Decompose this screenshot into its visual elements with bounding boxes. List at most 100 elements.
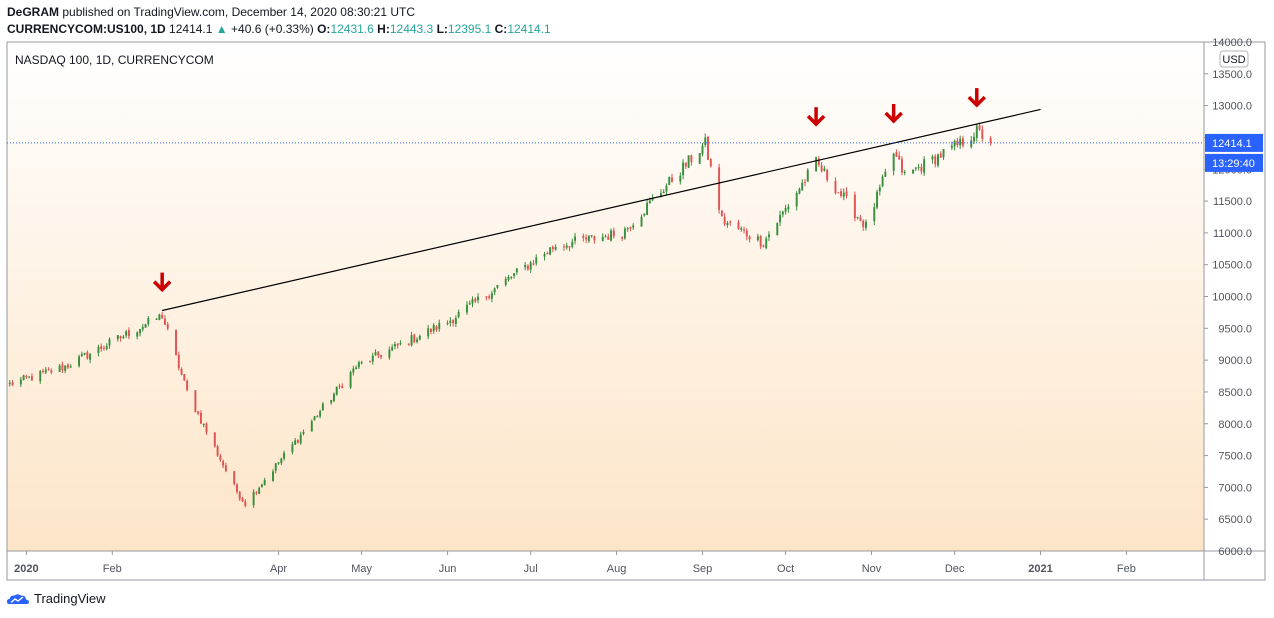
candle-body (723, 216, 726, 225)
candle-body (668, 177, 671, 186)
chart-frame (6, 41, 1266, 581)
candle-body (726, 222, 729, 226)
candle-body (549, 247, 552, 255)
candle-body (629, 227, 632, 229)
candle-body (779, 214, 782, 223)
candle-body (529, 262, 532, 270)
x-tick-label: Apr (270, 563, 287, 575)
candle-body (587, 235, 590, 241)
tradingview-logo[interactable]: TradingView (6, 591, 106, 606)
candle-body (277, 462, 280, 464)
open-value: 12431.6 (330, 22, 374, 36)
low-value: 12395.1 (447, 22, 492, 36)
candle-body (244, 501, 247, 506)
candle-body (917, 166, 920, 168)
last-value: 12414.1 (169, 22, 213, 36)
candle-body (399, 342, 402, 345)
candle-body (296, 440, 299, 443)
candle-body (953, 141, 956, 147)
candle-body (274, 463, 277, 471)
candle-body (66, 364, 69, 368)
candle-body (682, 162, 685, 176)
price-axis[interactable]: 14000.013500.013000.012500.012000.011500… (1204, 37, 1263, 558)
candle-body (950, 145, 953, 148)
candle-body (959, 138, 962, 146)
candle-body (197, 411, 200, 414)
candle-body (781, 211, 784, 215)
candle-body (446, 322, 449, 324)
candle-body (840, 191, 842, 196)
candle-body (144, 324, 147, 328)
candle-body (199, 412, 202, 424)
candle-body (213, 432, 216, 447)
candle-body (468, 303, 471, 305)
candle-body (729, 221, 732, 223)
y-tick-label: 8500.0 (1218, 387, 1252, 399)
candle-body (651, 197, 654, 201)
candle-body (313, 416, 316, 421)
y-tick-label: 14000.0 (1212, 37, 1252, 49)
candle-body (89, 353, 92, 360)
y-tick-label: 10000.0 (1212, 292, 1252, 304)
candle-body (515, 268, 518, 273)
y-tick-label: 9500.0 (1218, 323, 1252, 335)
candle-body (914, 167, 917, 169)
author-name[interactable]: DeGRAM (7, 5, 60, 19)
y-tick-label: 10500.0 (1212, 260, 1252, 272)
candle-body (881, 176, 884, 187)
y-tick-label: 13000.0 (1212, 101, 1252, 113)
candle-body (684, 162, 687, 167)
candle-body (707, 136, 709, 160)
candle-body (321, 403, 324, 411)
candle-body (44, 369, 47, 373)
candle-body (562, 246, 565, 248)
candle-body (122, 336, 125, 339)
drawings-group (7, 88, 1204, 312)
candle-body (704, 137, 707, 145)
candle-body (465, 304, 468, 313)
candle-body (488, 296, 491, 298)
candle-body (787, 206, 790, 210)
candle-body (108, 339, 111, 346)
candle-body (543, 254, 546, 257)
candle-body (260, 484, 263, 488)
candle-body (981, 129, 984, 139)
candle-body (756, 236, 759, 241)
candle-body (975, 125, 978, 138)
candle-body (127, 330, 130, 337)
candle-body (973, 136, 975, 142)
x-tick-label: 2020 (14, 563, 38, 575)
currency-button[interactable]: USD (1219, 50, 1249, 68)
down-arrow-icon (152, 272, 172, 293)
candle-body (241, 498, 244, 502)
candle-body (978, 125, 981, 130)
candle-body (665, 185, 668, 192)
candle-body (765, 238, 768, 248)
symbol-name[interactable]: CURRENCYCOM:US100, 1D (7, 22, 166, 36)
arrow-head (806, 114, 826, 127)
candle-body (546, 253, 549, 255)
time-axis[interactable]: 2020 Feb Apr May Jun Jul Aug Sep Oct Nov Dec 2021 Fe… (14, 551, 1136, 575)
candle-body (621, 237, 624, 239)
plot-area[interactable] (7, 42, 1204, 551)
candle-body (69, 366, 72, 368)
candle-body (8, 382, 11, 384)
candle-body (391, 347, 394, 351)
candle-body (737, 222, 740, 229)
candle-body (393, 344, 396, 347)
candle-body (989, 137, 992, 143)
x-tick-label: Dec (945, 563, 965, 575)
candle-body (823, 168, 826, 171)
x-tick-label: Feb (103, 563, 122, 575)
candle-body (22, 375, 25, 381)
candle-body (826, 169, 829, 180)
candle-body (180, 368, 183, 375)
candle-body (623, 228, 626, 239)
candle-body (11, 382, 14, 386)
candle-body (784, 207, 787, 212)
x-tick-label: 2021 (1028, 563, 1052, 575)
candle-body (474, 298, 477, 302)
y-tick-label: 11500.0 (1213, 196, 1252, 208)
candle-body (817, 158, 820, 165)
